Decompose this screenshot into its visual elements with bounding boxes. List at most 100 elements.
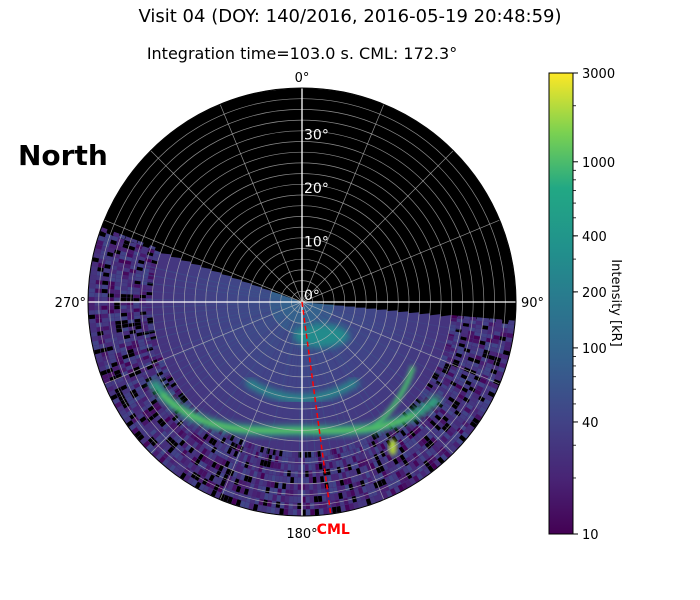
noise-cell bbox=[455, 383, 463, 390]
noise-cell bbox=[102, 280, 109, 286]
noise-cell bbox=[121, 282, 128, 287]
noise-cell bbox=[474, 328, 482, 333]
angular-grid-line bbox=[301, 219, 500, 303]
noise-cell bbox=[150, 263, 157, 268]
noise-cell bbox=[110, 393, 118, 401]
noise-cell bbox=[400, 429, 407, 437]
streak-line bbox=[321, 309, 452, 363]
noise-cell bbox=[184, 451, 191, 459]
streak-line bbox=[170, 313, 285, 395]
figure-title: Visit 04 (DOY: 140/2016, 2016-05-19 20:4… bbox=[138, 6, 561, 27]
noise-cell bbox=[131, 261, 138, 267]
noise-cell bbox=[122, 354, 129, 360]
noise-cell bbox=[129, 329, 136, 335]
noise-cell bbox=[275, 501, 281, 508]
noise-cell bbox=[131, 427, 139, 435]
noise-cell bbox=[122, 243, 130, 249]
noise-cell bbox=[151, 259, 158, 265]
noise-cell bbox=[97, 267, 104, 272]
noise-cell bbox=[434, 414, 442, 421]
noise-cell bbox=[379, 486, 386, 494]
noise-cell bbox=[133, 298, 140, 302]
noise-cell bbox=[153, 365, 161, 371]
cml-label: CML bbox=[317, 522, 350, 538]
noise-cell bbox=[375, 487, 382, 495]
noise-cell bbox=[127, 315, 134, 320]
noise-cell bbox=[485, 362, 493, 369]
noise-cell bbox=[262, 479, 268, 487]
noise-cell bbox=[507, 324, 515, 330]
noise-cell bbox=[335, 499, 341, 507]
noise-cell bbox=[111, 235, 119, 242]
noise-cell bbox=[148, 353, 156, 358]
noise-cell bbox=[157, 407, 165, 415]
noise-cell bbox=[419, 430, 426, 437]
noise-cell bbox=[141, 395, 149, 403]
noise-cell bbox=[126, 345, 133, 351]
noise-cell bbox=[183, 418, 191, 425]
noise-cell bbox=[356, 447, 362, 455]
noise-cell bbox=[213, 483, 220, 491]
noise-cell bbox=[208, 437, 215, 444]
noise-cell bbox=[204, 449, 211, 457]
hemisphere-label: North bbox=[18, 139, 108, 172]
noise-cell bbox=[291, 451, 296, 458]
noise-cell bbox=[107, 350, 115, 356]
noise-cell bbox=[237, 493, 244, 500]
noise-cell bbox=[446, 419, 454, 427]
noise-cell bbox=[137, 376, 145, 383]
noise-cell bbox=[127, 305, 134, 309]
noise-cell bbox=[361, 452, 367, 459]
noise-cell bbox=[226, 433, 233, 440]
noise-cell bbox=[147, 350, 155, 355]
noise-cell bbox=[169, 412, 176, 419]
noise-cell bbox=[429, 429, 436, 437]
streak-line bbox=[320, 311, 444, 378]
noise-cell bbox=[247, 462, 253, 470]
noise-cell bbox=[323, 449, 328, 457]
noise-cell bbox=[106, 251, 114, 257]
cml-line bbox=[301, 301, 332, 515]
noise-cell bbox=[120, 297, 127, 302]
noise-cell bbox=[114, 309, 121, 314]
noise-cell bbox=[383, 484, 390, 492]
noise-cell bbox=[328, 461, 334, 469]
noise-cell bbox=[121, 320, 128, 325]
noise-cell bbox=[248, 449, 254, 456]
noise-cell bbox=[121, 286, 128, 291]
noise-cell bbox=[188, 404, 195, 411]
noise-cell bbox=[469, 349, 477, 355]
noise-cell bbox=[110, 379, 118, 386]
noise-cell bbox=[88, 323, 90, 329]
noise-cell bbox=[388, 430, 395, 438]
angular-grid-line bbox=[104, 219, 303, 303]
colorbar-label: Intensity [kR] bbox=[608, 259, 623, 346]
noise-cell bbox=[305, 477, 309, 484]
emission-layer bbox=[88, 224, 516, 516]
noise-cell bbox=[424, 442, 432, 450]
noise-cell bbox=[491, 383, 499, 390]
noise-cell bbox=[158, 438, 166, 445]
noise-cell bbox=[463, 316, 470, 320]
noise-cell bbox=[435, 441, 442, 449]
noise-cell bbox=[167, 446, 175, 454]
noise-cell bbox=[147, 323, 155, 328]
noise-cell bbox=[416, 472, 424, 481]
noise-cell bbox=[448, 383, 456, 390]
noise-cell bbox=[477, 347, 484, 353]
noise-cell bbox=[477, 410, 485, 417]
noise-cell bbox=[285, 489, 290, 496]
noise-cell bbox=[309, 489, 314, 497]
noise-cell bbox=[347, 497, 353, 504]
noise-cell bbox=[197, 429, 204, 436]
noise-cell bbox=[312, 470, 317, 477]
noise-cell bbox=[415, 397, 422, 404]
noise-cell bbox=[357, 487, 364, 495]
noise-cell bbox=[468, 327, 475, 332]
noise-cell bbox=[187, 461, 194, 469]
streak-line bbox=[273, 322, 299, 461]
noise-cell bbox=[133, 308, 140, 312]
noise-cell bbox=[154, 424, 162, 432]
noise-cell bbox=[373, 453, 380, 461]
noise-cell bbox=[129, 355, 137, 362]
